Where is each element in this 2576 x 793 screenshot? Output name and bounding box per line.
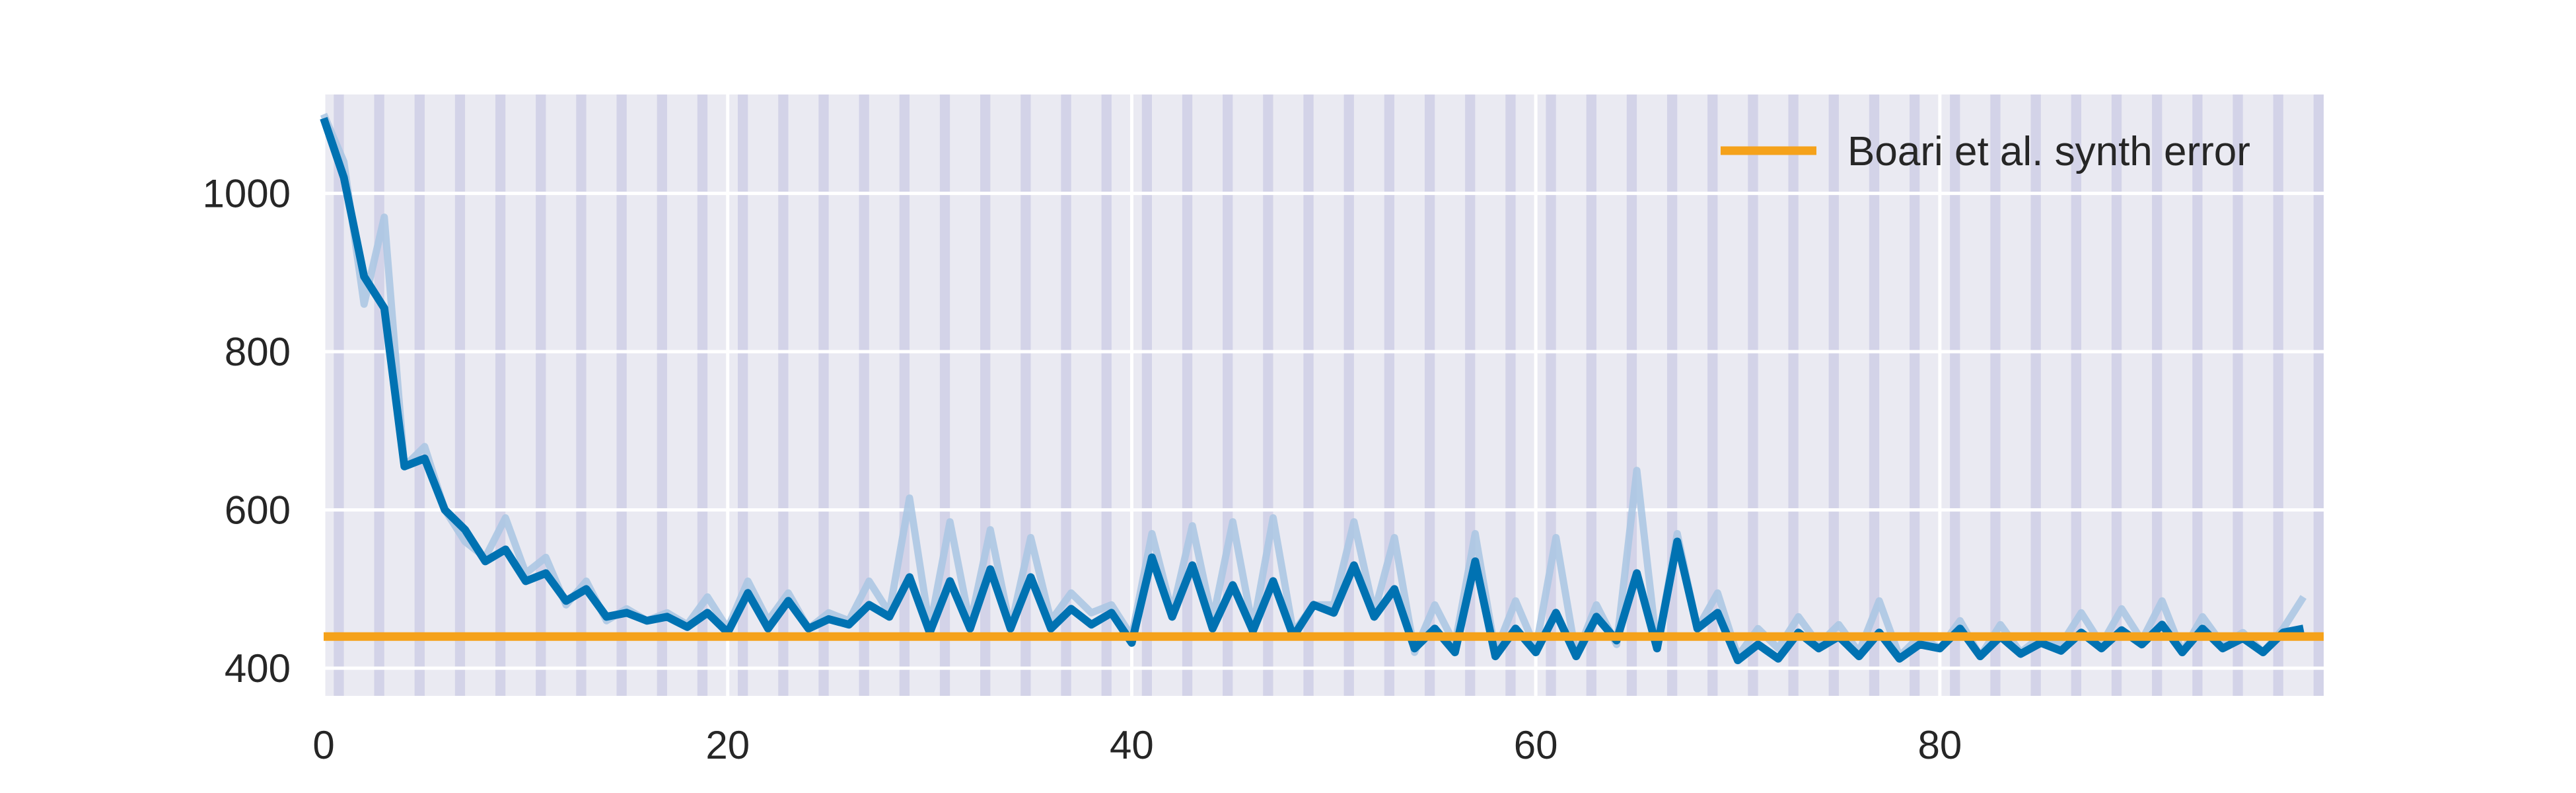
shaded-band [1343, 94, 1354, 696]
y-tick-label: 400 [225, 646, 291, 691]
shaded-band [1828, 94, 1839, 696]
shaded-band [2273, 94, 2283, 696]
x-tick-label: 80 [1917, 723, 1962, 767]
shaded-band [778, 94, 789, 696]
shaded-band [334, 94, 344, 696]
x-tick-label: 20 [705, 723, 750, 767]
shaded-band [1101, 94, 1112, 696]
series-group [320, 112, 2324, 665]
shaded-band [1424, 94, 1435, 696]
shaded-band [2030, 94, 2041, 696]
legend: Boari et al. synth error [1721, 129, 2250, 174]
shaded-band [414, 94, 425, 696]
shaded-band [576, 94, 587, 696]
shaded-band [1061, 94, 1071, 696]
x-tick-label: 60 [1514, 723, 1558, 767]
shaded-band [616, 94, 627, 696]
shaded-band [536, 94, 546, 696]
shaded-band [1505, 94, 1516, 696]
legend-label: Boari et al. synth error [1847, 129, 2250, 174]
shaded-band [697, 94, 708, 696]
smoothed-series-line [320, 116, 2305, 665]
shaded-band [899, 94, 910, 696]
shaded-band [2233, 94, 2243, 696]
shaded-band [2313, 94, 2324, 696]
shaded-band [657, 94, 667, 696]
shaded-band [1990, 94, 2001, 696]
shaded-band [1303, 94, 1314, 696]
shaded-band [1586, 94, 1596, 696]
y-tick-label: 600 [225, 488, 291, 533]
shaded-band [2192, 94, 2203, 696]
shaded-band [1950, 94, 1960, 696]
shaded-band [1788, 94, 1799, 696]
x-tick-label: 0 [312, 723, 334, 767]
shaded-band [1869, 94, 1880, 696]
shaded-band [738, 94, 748, 696]
tick-group: 0 20 40 60 80 400 600 800 1000 [203, 172, 1962, 767]
shaded-band [495, 94, 506, 696]
shaded-band [1546, 94, 1556, 696]
shaded-band [2152, 94, 2163, 696]
shaded-band [2071, 94, 2081, 696]
shaded-band [1748, 94, 1758, 696]
grid-group [322, 94, 2324, 696]
shaded-band [818, 94, 829, 696]
shaded-band [374, 94, 384, 696]
shaded-band [1182, 94, 1193, 696]
y-tick-label: 1000 [203, 172, 291, 216]
shaded-band [1707, 94, 1718, 696]
y-tick-label: 800 [225, 330, 291, 374]
shaded-band [2111, 94, 2122, 696]
shaded-band [454, 94, 466, 696]
shaded-band [859, 94, 869, 696]
shaded-band [1909, 94, 1920, 696]
x-tick-label: 40 [1110, 723, 1154, 767]
